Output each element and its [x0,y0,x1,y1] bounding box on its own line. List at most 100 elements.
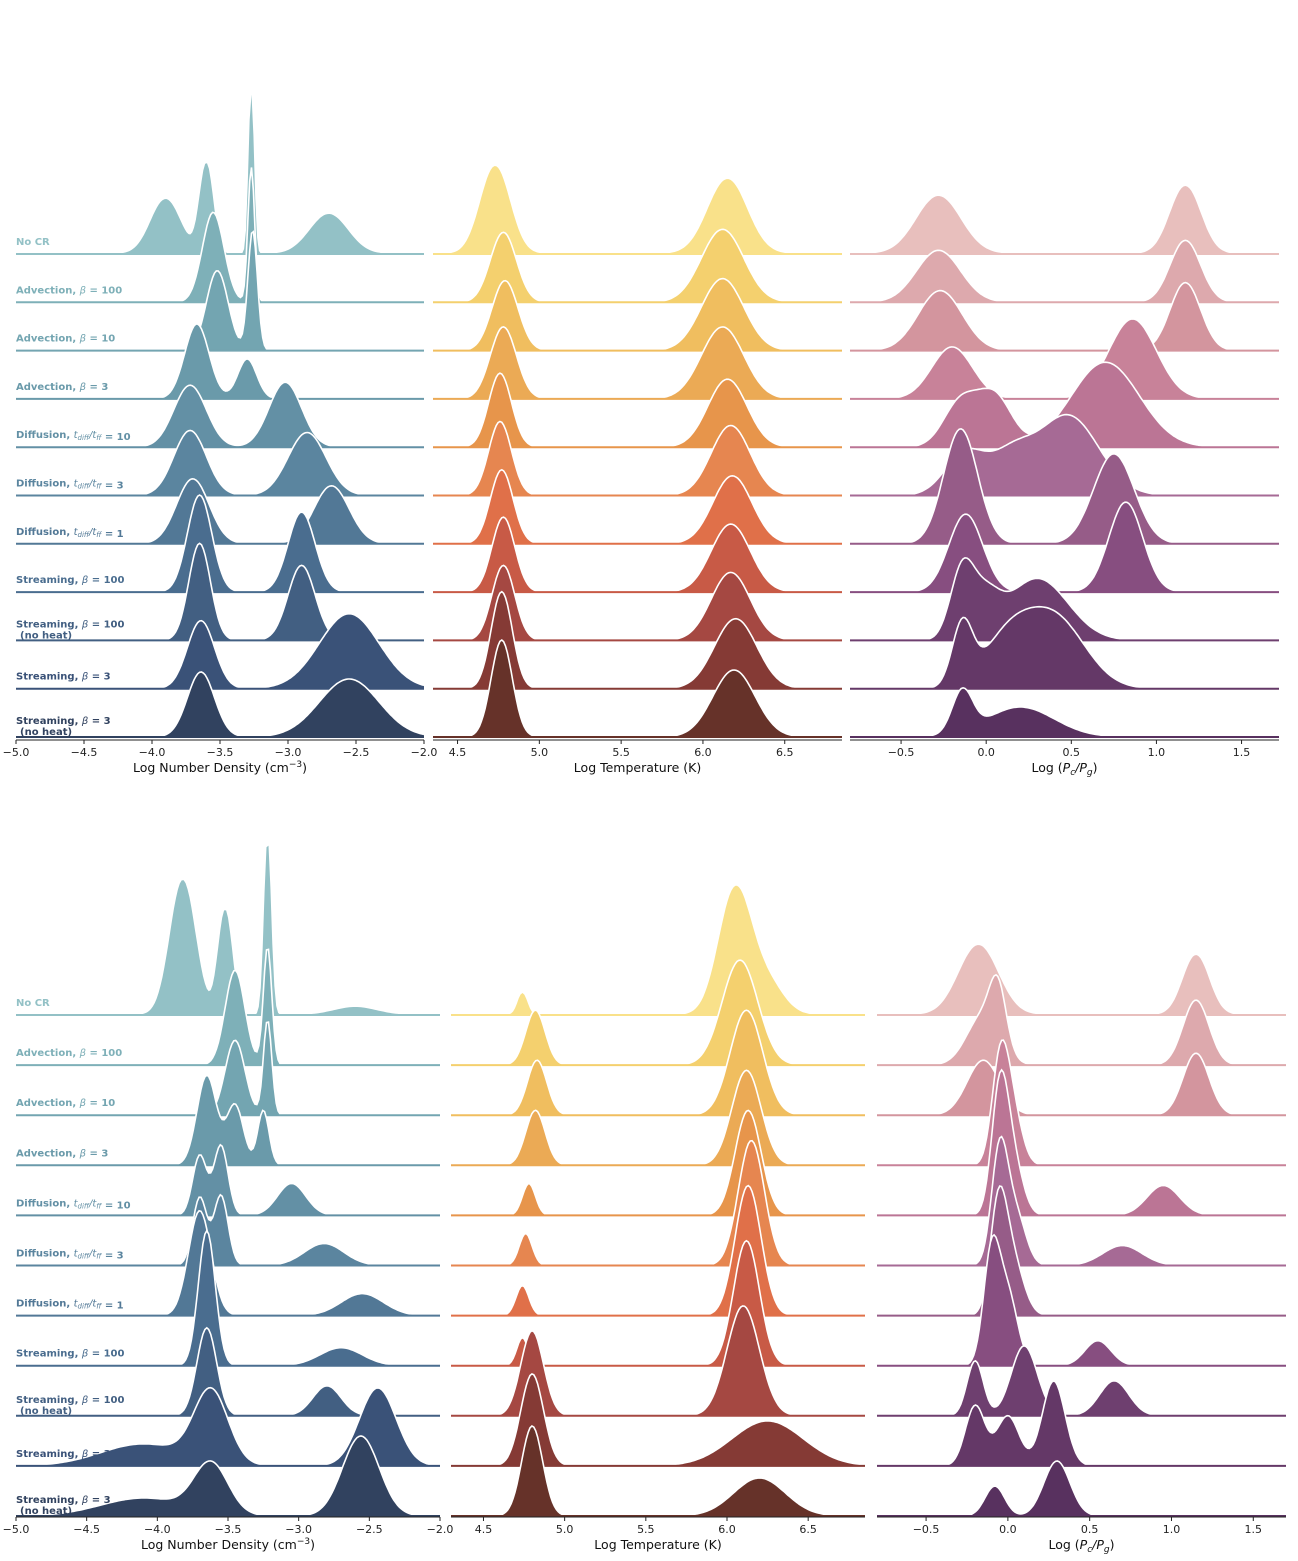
x-tick-label: 1.5 [1233,746,1251,759]
x-tick-label: −5.0 [3,746,30,759]
row-label: Diffusion, tdiff/tff = 3 [16,479,124,492]
row-label: (no heat) [20,1406,72,1417]
ridge-outline [451,1069,865,1167]
x-tick-label: 6.5 [776,746,794,759]
x-tick-label: 5.5 [612,746,630,759]
x-tick-label: 4.5 [475,1523,493,1536]
row-label: (no heat) [20,1506,72,1517]
ridge-fill [877,1053,1286,1116]
x-tick-label: −5.0 [3,1523,30,1536]
ridge-fill [16,845,440,1015]
row-label: Advection, β = 100 [16,285,122,296]
x-tick-label: 5.0 [556,1523,574,1536]
x-tick-label: −4.5 [71,746,98,759]
panel-2: 4.5 5.0 5.5 6.0 6.5 Log Temperature (K) [451,885,866,1552]
x-tick-label: 6.0 [718,1523,736,1536]
ridge-fill [16,1144,440,1216]
ridge-outline [850,501,1279,593]
ridge-fill [850,428,1279,544]
ridge-fill [16,1327,440,1416]
x-axis-label: Log (Pc/Pg) [1031,760,1097,778]
row-label: Streaming, β = 100 [16,1395,125,1406]
row-label: Advection, β = 100 [16,1048,122,1059]
row-label: Streaming, β = 3 [16,1449,111,1460]
row-label: Advection, β = 10 [16,334,115,345]
ridge-fill [16,167,424,303]
ridge-fill [451,1070,865,1166]
figure-2: −5.0 −4.5 −4.0 −3.5 −3.0 −2.5 −2.0 Log Number D… [3,845,1286,1555]
x-tick-label: 0.5 [1063,746,1081,759]
x-tick-label: −0.5 [888,746,915,759]
ridge-fill [433,278,842,351]
row-label: Streaming, β = 100 [16,1349,125,1360]
panel-1: −5.0 −4.5 −4.0 −3.5 −3.0 −2.5 −2.0 Log Number D… [3,845,454,1552]
x-tick-label: −2.5 [356,1523,383,1536]
ridge-fill [16,1436,440,1516]
ridge-fill [451,1373,865,1466]
ridge-fill [850,362,1279,448]
x-tick-label: 1.0 [1163,1523,1181,1536]
x-tick-label: 5.5 [637,1523,655,1536]
x-axis-label: Log Temperature (K) [594,1537,721,1552]
ridge-fill [433,421,842,496]
ridge-fill [877,945,1286,1015]
x-tick-label: 0.0 [999,1523,1017,1536]
figure-1: −5.0 −4.5 −4.0 −3.5 −3.0 −2.5 −2.0 Log Number D… [3,94,1279,778]
ridge-outline [451,1184,865,1317]
panel-2: 4.5 5.0 5.5 6.0 6.5 Log Temperature (K) [433,166,842,775]
ridge-fill [433,229,842,303]
ridge-fill [850,186,1279,254]
ridge-fill [451,1240,865,1366]
ridge-fill [16,672,424,737]
ridge-fill [451,1140,865,1266]
ridge-outline [877,1379,1286,1467]
x-tick-label: −0.5 [913,1523,940,1536]
ridge-fill [877,974,1286,1066]
row-label: Advection, β = 3 [16,382,108,393]
ridge-fill [850,282,1279,351]
ridge-outline [877,1135,1286,1267]
x-tick-label: −4.5 [73,1523,100,1536]
ridge-fill [451,1010,865,1116]
row-label: Diffusion, tdiff/tff = 10 [16,430,131,443]
ridge-fill [877,1345,1286,1416]
x-tick-label: 1.5 [1245,1523,1263,1536]
ridge-fill [16,1075,440,1166]
ridge-fill [433,166,842,254]
x-axis-label: Log Number Density (cm−3) [133,760,307,775]
x-tick-label: −3.5 [207,746,234,759]
row-label: No CR [16,237,50,248]
row-label: Diffusion, tdiff/tff = 10 [16,1198,131,1211]
ridge-outline [877,1233,1286,1367]
x-axis-label: Log (Pc/Pg) [1048,1537,1114,1555]
ridge-fill [877,1069,1286,1216]
row-label: Advection, β = 10 [16,1098,115,1109]
panel-1: −5.0 −4.5 −4.0 −3.5 −3.0 −2.5 −2.0 Log Number D… [3,94,437,775]
row-label: Diffusion, tdiff/tff = 3 [16,1249,124,1262]
ridge-fill [877,1186,1286,1316]
x-tick-label: −3.5 [215,1523,242,1536]
ridge-fill [877,1136,1286,1266]
ridge-fill [16,1194,440,1266]
x-tick-label: −4.0 [144,1523,171,1536]
ridge-fill [16,430,424,496]
x-tick-label: −3.0 [275,746,302,759]
ridge-fill [433,591,842,689]
x-tick-label: −2.0 [427,1523,454,1536]
row-labels: No CR Advection, β = 100 Advection, β = 10… [16,998,131,1517]
row-label: Diffusion, tdiff/tff = 1 [16,527,124,540]
x-axis-label: Log Number Density (cm−3) [141,1537,315,1552]
row-label: (no heat) [20,630,72,641]
ridge-fill [850,240,1279,303]
x-tick-label: −4.0 [139,746,166,759]
ridge-fill [433,469,842,544]
panel-3: −0.5 0.0 0.5 1.0 1.5 Log (Pc/Pg) [877,945,1286,1555]
row-label: Streaming, β = 100 [16,619,125,630]
row-label: Streaming, β = 100 [16,575,125,586]
ridge-fill [850,502,1279,593]
ridge-outline [451,1139,865,1267]
ridge-outline [877,1460,1286,1517]
ridge-fill [433,640,842,737]
row-label: Diffusion, tdiff/tff = 1 [16,1299,124,1312]
